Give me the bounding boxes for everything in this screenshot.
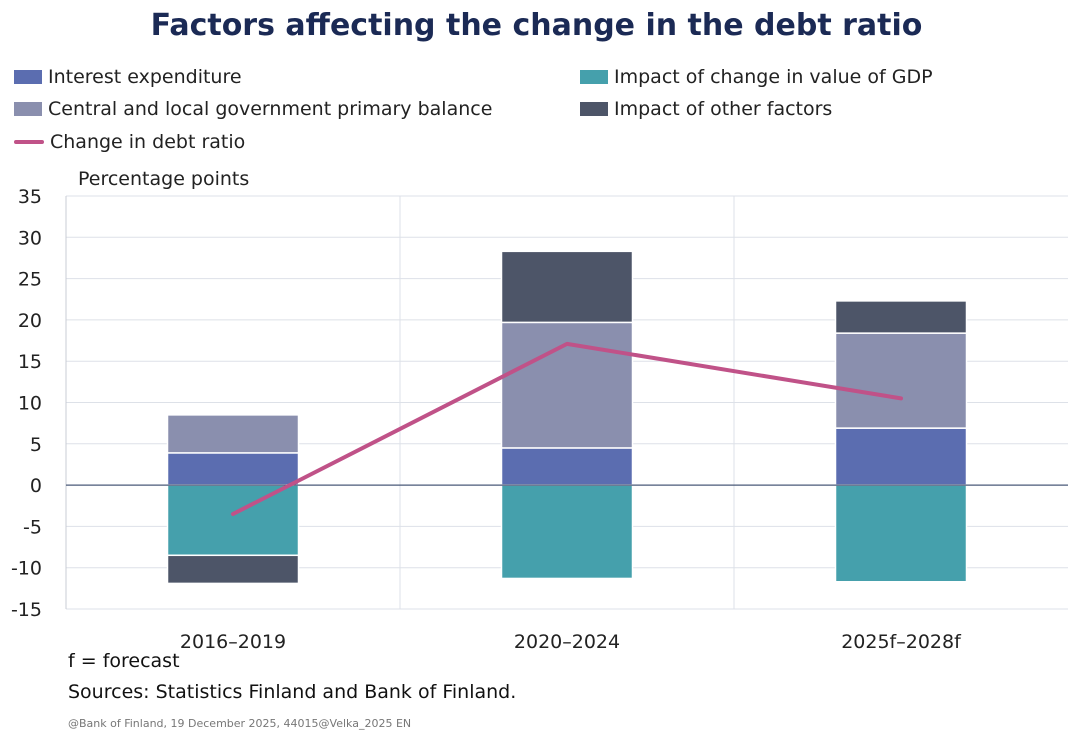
y-tick-label: 0 <box>30 475 42 497</box>
bar-segment <box>166 414 300 454</box>
bar-segment <box>500 447 634 486</box>
legend-swatch-gdp <box>580 70 608 84</box>
bar-segment <box>834 427 968 486</box>
x-tick-label: 2025f–2028f <box>841 631 962 653</box>
y-tick-label: 5 <box>30 434 42 456</box>
bar-segment <box>834 332 968 429</box>
y-tick-label: -5 <box>23 516 42 538</box>
y-tick-label: -15 <box>11 599 42 621</box>
legend-label-interest: Interest expenditure <box>48 66 242 88</box>
legend-swatch-other <box>580 102 608 116</box>
y-tick-label: 25 <box>18 269 42 291</box>
y-tick-label: 20 <box>18 310 42 332</box>
y-tick-label: 35 <box>18 186 42 208</box>
legend-label-other: Impact of other factors <box>614 98 833 120</box>
bar-segment <box>500 250 634 324</box>
bar-segment <box>834 300 968 334</box>
x-tick-label: 2016–2019 <box>180 631 286 653</box>
forecast-note: f = forecast <box>68 650 180 672</box>
legend-swatch-interest <box>14 70 42 84</box>
legend-label-debt-ratio: Change in debt ratio <box>50 131 246 153</box>
y-tick-label: 10 <box>18 393 42 415</box>
legend-item-other: Impact of other factors <box>580 98 832 120</box>
bar-segment <box>166 484 300 557</box>
bar-segment <box>166 452 300 486</box>
legend-swatch-debt-ratio <box>14 140 44 144</box>
x-tick-label: 2020–2024 <box>514 631 620 653</box>
legend-item-gdp: Impact of change in value of GDP <box>580 66 933 88</box>
footer-credit: @Bank of Finland, 19 December 2025, 4401… <box>68 717 412 730</box>
chart-title: Factors affecting the change in the debt… <box>150 8 923 43</box>
legend-label-gdp: Impact of change in value of GDP <box>614 66 933 88</box>
bar-segment <box>834 484 968 583</box>
legend-item-debt-ratio: Change in debt ratio <box>14 131 245 153</box>
y-axis-label: Percentage points <box>78 168 250 190</box>
bar-segment <box>500 321 634 449</box>
legend-item-primary-balance: Central and local government primary bal… <box>14 98 492 120</box>
legend-swatch-primary-balance <box>14 102 42 116</box>
legend-item-interest: Interest expenditure <box>14 66 242 88</box>
bar-segment <box>500 484 634 580</box>
sources-note: Sources: Statistics Finland and Bank of … <box>68 681 517 703</box>
bar-segment <box>166 554 300 585</box>
y-tick-label: 30 <box>18 227 42 249</box>
y-tick-label: 15 <box>18 351 42 373</box>
legend-label-primary-balance: Central and local government primary bal… <box>48 98 493 120</box>
debt-ratio-line <box>231 341 903 517</box>
y-tick-label: -10 <box>11 558 42 580</box>
